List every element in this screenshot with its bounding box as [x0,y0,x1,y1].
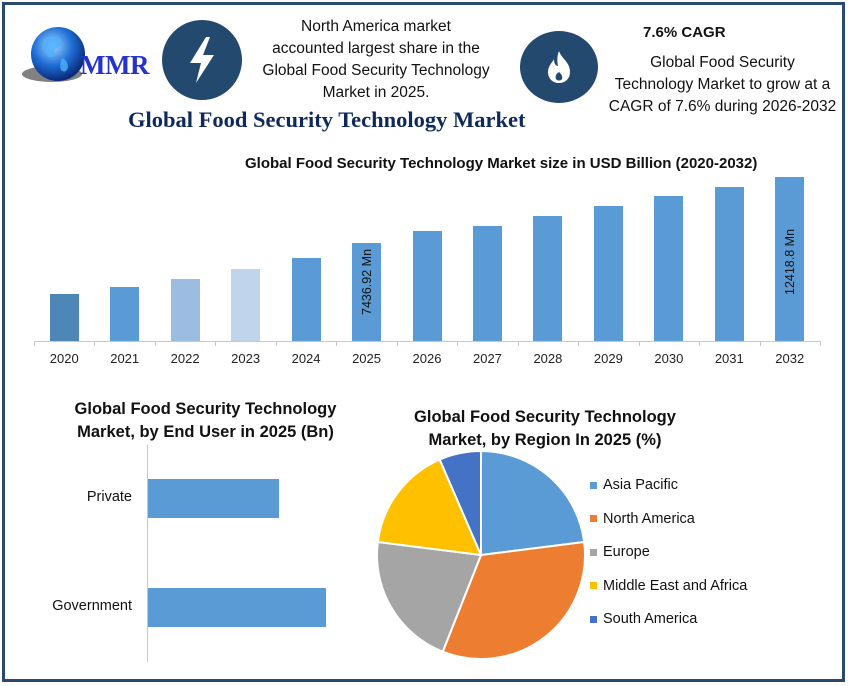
title-line: Global Food Security Technology [74,400,337,418]
x-tick-label: 2027 [472,351,502,366]
globe-icon [22,27,85,82]
region-pie-chart [376,449,586,660]
bar-2021 [110,287,140,341]
legend-swatch-icon [590,481,597,489]
end-user-chart-title: Global Food Security Technology Market, b… [63,398,348,444]
region-title-text: Global Food Security Technology Market, b… [400,406,690,452]
x-tick-label: 2031 [714,351,744,366]
logo-text: MMR [80,50,149,80]
market-size-bar-chart: 2020 2021 2022 2023 2024 2025 7436.92 Mn 2026 20… [34,170,821,370]
legend-swatch-icon [590,582,597,589]
x-tick-label: 2025 [352,351,381,366]
x-tick-label: 2029 [593,351,623,366]
flame-icon [520,31,598,103]
x-tick-label: 2021 [110,351,140,366]
title-line: Global Food Security Technology [414,408,676,426]
x-axis-tick [154,341,156,346]
page-title: Global Food Security Technology Market [128,107,526,132]
x-axis-tick [215,341,217,346]
pie-slice-south-america [438,449,482,556]
legend-swatch-icon [590,515,597,522]
x-axis-tick [34,341,35,346]
cagr-line: Global Food Security [650,54,795,71]
x-axis-tick [457,341,459,346]
bar-data-label: 7436.92 Mn [359,248,374,315]
x-axis-tick [578,341,580,346]
x-tick-label: 2023 [231,351,261,366]
x-tick-label: 2022 [170,351,200,366]
legend-swatch-icon [590,548,597,556]
title-line: Market, by End User in 2025 (Bn) [77,423,334,441]
legend-item: Asia Pacific [590,477,678,493]
title-line: Market, by Region In 2025 (%) [428,431,662,449]
legend-item: Middle East and Africa [590,578,747,594]
north-america-note: North America market accounted largest s… [245,16,507,104]
bar-2025 [352,242,382,341]
pie-slice-middle-east-and-africa [376,458,483,557]
x-axis-tick [820,341,821,346]
x-axis-tick [396,341,398,346]
x-tick-label: 2032 [775,351,805,366]
x-tick-label: 2030 [654,351,684,366]
hbar-government [148,588,326,627]
legend-label: South America [603,611,698,627]
bar-2029 [593,206,623,341]
note-line: accounted largest share in the [272,40,480,57]
pie-slice-europe [376,540,483,653]
bar-2023 [231,269,261,341]
mmr-logo: MMR [22,22,157,94]
bar-2031 [714,187,744,341]
bar-2030 [654,196,684,341]
x-tick-label: 2026 [412,351,442,366]
x-tick-label: 2020 [49,351,79,366]
bar-2027 [472,226,502,341]
region-chart-title: Global Food Security Technology Market, b… [400,406,690,452]
pie-slice-north-america [441,540,586,660]
hbar-label: Government [52,598,132,614]
x-axis-tick [94,341,96,346]
x-tick-label: 2028 [533,351,563,366]
cagr-line: Technology Market to grow at a [614,76,831,93]
legend-label: Middle East and Africa [603,577,748,594]
x-axis-tick [275,341,277,346]
end-user-title-text: Global Food Security Technology Market, b… [63,398,348,444]
legend-item: North America [590,511,695,527]
bar-2024 [291,258,321,341]
x-axis-tick [517,341,519,346]
y-axis-line [147,445,148,662]
hbar-label: Private [86,489,132,505]
cagr-line: CAGR of 7.6% during 2026-2032 [608,98,837,115]
x-tick-label: 2024 [291,351,321,366]
x-axis-tick [759,341,761,346]
bar-2028 [533,216,563,341]
x-axis-tick [638,341,640,346]
bar-2026 [412,231,442,341]
x-axis-tick [699,341,701,346]
bar-data-label: 12418.8 Mn [782,228,797,295]
bar-2032 [775,177,805,341]
note-line: Market in 2025. [322,84,430,101]
legend-label: Asia Pacific [603,477,678,493]
cagr-note: Global Food Security Technology Market t… [600,52,845,118]
note-line: Global Food Security Technology [262,62,490,79]
cagr-title: 7.6% CAGR [643,24,726,41]
legend-label: North America [603,510,695,527]
legend-label: Europe [603,544,650,560]
hbar-private [148,479,280,518]
note-line: North America market [301,18,451,35]
legend-item: South America [590,611,697,627]
pie-slice-asia-pacific [480,449,586,557]
bar-2022 [170,278,200,341]
legend-swatch-icon [590,615,597,623]
x-axis-line [34,341,820,342]
bar-2020 [49,294,79,341]
legend-item: Europe [590,544,650,560]
bar-chart-title: Global Food Security Technology Market s… [245,155,758,172]
x-axis-tick [336,341,338,346]
lightning-bolt-icon [162,20,242,100]
